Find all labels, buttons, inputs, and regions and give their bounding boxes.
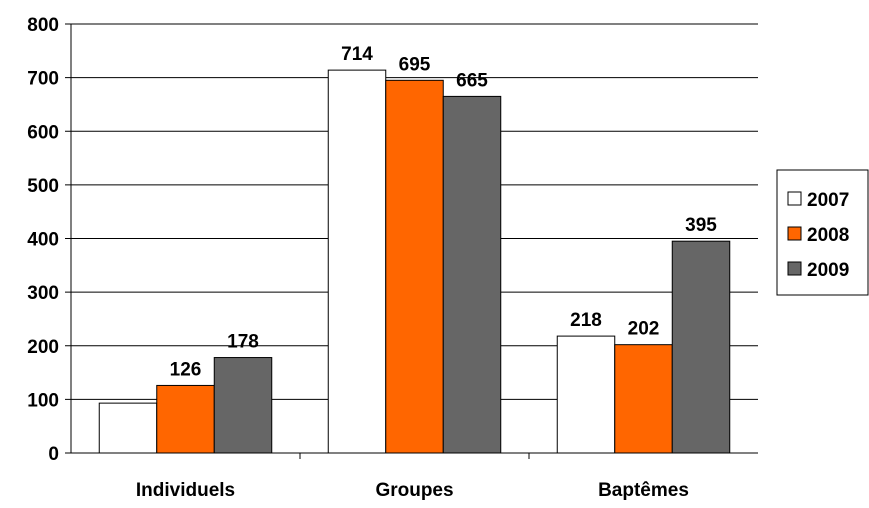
y-tick-label: 200	[27, 337, 59, 358]
y-tick-label: 400	[27, 230, 59, 251]
data-label: 202	[628, 319, 660, 340]
bar-baptêmes-2009	[671, 240, 731, 454]
x-category-label: Baptêmes	[598, 480, 689, 501]
data-label: 218	[570, 310, 602, 331]
legend-label: 2007	[807, 190, 849, 211]
bar-groupes-2009	[442, 95, 502, 454]
data-label: 178	[227, 332, 259, 353]
y-tick-label: 800	[27, 15, 59, 36]
data-labels: 126 178 714 695 665 218 202 395	[170, 44, 718, 380]
data-label: 665	[456, 70, 488, 91]
x-category-label: Individuels	[136, 480, 235, 501]
y-tick-label: 100	[27, 390, 59, 411]
legend-swatch	[787, 261, 802, 276]
data-label: 695	[399, 54, 431, 75]
y-tick-label: 300	[27, 283, 59, 304]
legend-swatch	[787, 191, 802, 206]
axes: 0 100 200 300 400 500 600 700 800 Individuels Grou…	[27, 15, 758, 501]
bar-groupes-2008	[385, 79, 444, 454]
legend-swatch	[787, 226, 802, 241]
y-tick-label: 0	[48, 444, 59, 465]
legend-label: 2009	[807, 260, 849, 281]
data-label: 395	[685, 215, 717, 236]
legend: 2007 2008 2009	[776, 169, 869, 296]
y-tick-label: 600	[27, 122, 59, 143]
y-tick-label: 700	[27, 69, 59, 90]
x-category-label: Groupes	[375, 480, 453, 501]
legend-label: 2008	[807, 225, 849, 246]
y-tick-label: 500	[27, 176, 59, 197]
bar-baptêmes-2007	[556, 335, 616, 454]
bars	[98, 69, 731, 454]
bar-individuels-2007	[98, 402, 158, 454]
bar-baptêmes-2008	[614, 344, 673, 454]
data-label: 126	[170, 359, 202, 380]
data-label: 714	[341, 44, 373, 65]
bar-individuels-2009	[213, 357, 273, 454]
bar-individuels-2008	[156, 384, 215, 454]
bar-groupes-2007	[327, 69, 387, 454]
